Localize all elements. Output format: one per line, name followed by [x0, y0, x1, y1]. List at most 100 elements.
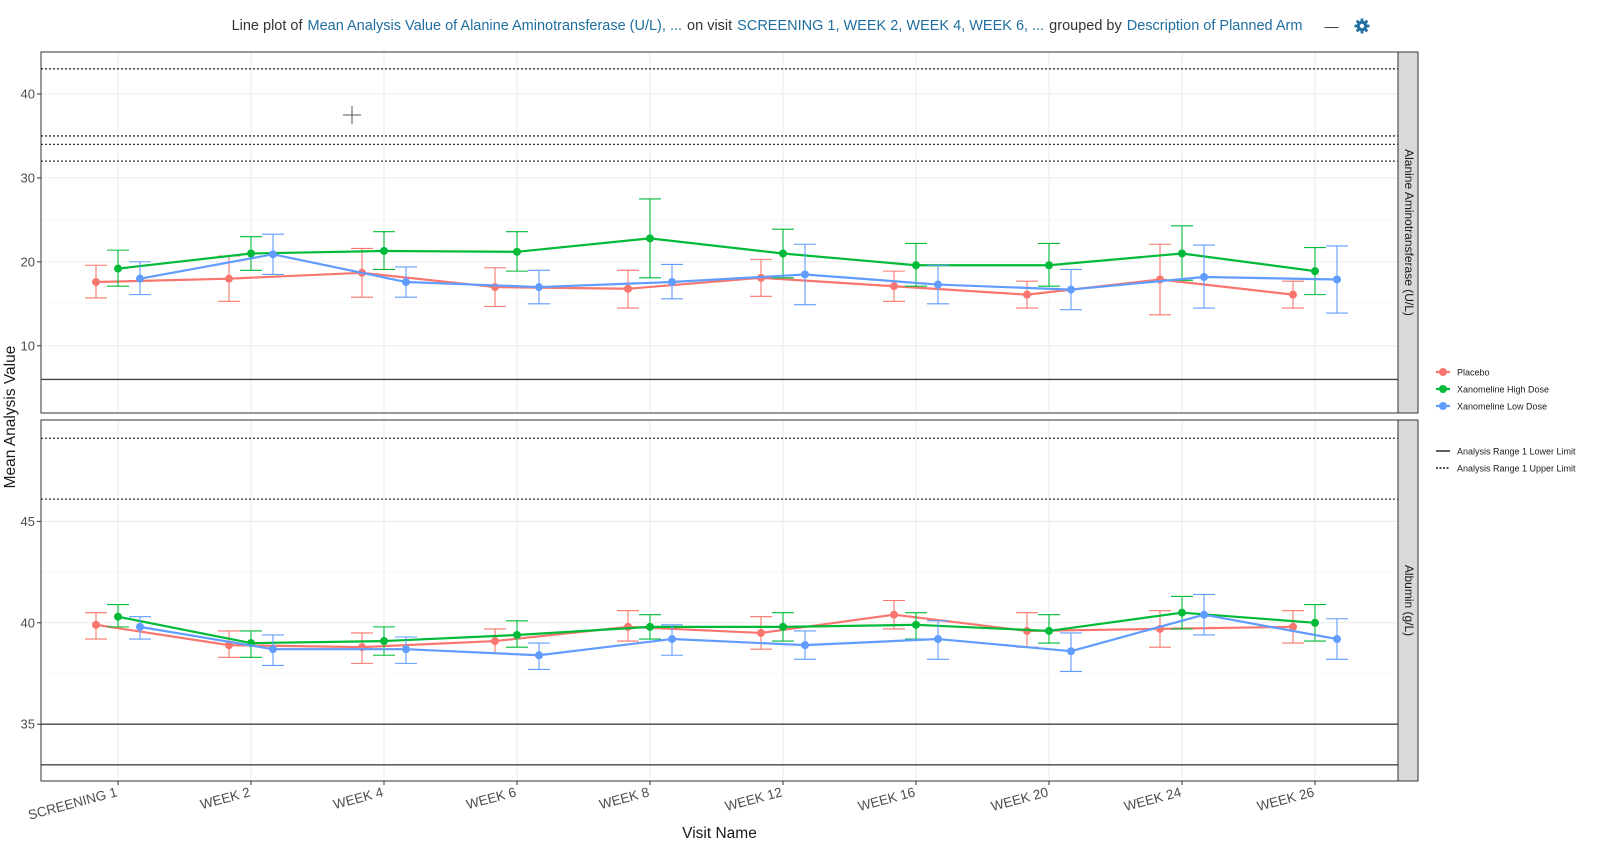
title-grouped-by: grouped by — [1049, 18, 1122, 34]
plot-title-bar: Line plot of Mean Analysis Value of Alan… — [0, 15, 1597, 37]
legend-label: Analysis Range 1 Lower Limit — [1457, 447, 1576, 457]
data-point — [92, 620, 100, 629]
gear-icon[interactable] — [1354, 18, 1370, 34]
data-point — [1178, 608, 1186, 617]
data-point — [1333, 635, 1341, 644]
crosshair-cursor-icon — [343, 106, 361, 124]
series-xanomeline-low-dose — [129, 593, 1348, 673]
data-point — [269, 645, 277, 654]
data-point — [269, 250, 277, 259]
facet-strip-label: Albumin (g/L) — [1402, 565, 1416, 636]
y-tick-label: 20 — [21, 254, 35, 269]
data-point — [668, 635, 676, 644]
data-point — [1289, 622, 1297, 631]
data-point — [535, 283, 543, 292]
facet-strip — [1397, 51, 1419, 414]
legend: Placebo Xanomeline High Dose Xanomeline Lo… — [1436, 368, 1576, 474]
data-point — [535, 651, 543, 660]
data-point — [1067, 285, 1075, 294]
x-axis-title: Visit Name — [682, 825, 757, 842]
data-point — [92, 278, 100, 287]
data-point — [934, 280, 942, 289]
legend-label: Placebo — [1457, 368, 1490, 378]
series-line — [117, 237, 1316, 273]
y-tick-label: 40 — [21, 86, 35, 101]
data-point — [801, 270, 809, 279]
data-point — [1023, 290, 1031, 299]
data-point — [225, 274, 233, 283]
data-point — [1045, 261, 1053, 270]
legend-label: Xanomeline Low Dose — [1457, 402, 1547, 412]
data-point — [624, 622, 632, 631]
data-point — [247, 249, 255, 258]
data-point — [380, 246, 388, 255]
legend-key-point — [1439, 368, 1447, 376]
x-tick-label: WEEK 26 — [1255, 784, 1315, 814]
data-point — [1067, 647, 1075, 656]
data-point — [1178, 249, 1186, 258]
y-tick-label: 45 — [21, 514, 35, 529]
data-point — [136, 274, 144, 283]
data-point — [1333, 275, 1341, 284]
data-point — [1200, 272, 1208, 281]
title-prefix: Line plot of — [231, 18, 303, 34]
legend-label: Analysis Range 1 Upper Limit — [1457, 464, 1576, 474]
data-point — [624, 284, 632, 293]
data-point — [934, 635, 942, 644]
data-point — [801, 641, 809, 650]
data-point — [402, 278, 410, 287]
data-point — [779, 249, 787, 258]
series-xanomeline-high-dose — [107, 595, 1326, 658]
data-point — [402, 645, 410, 654]
data-point — [513, 630, 521, 639]
legend-key-point — [1439, 385, 1447, 393]
data-point — [1045, 626, 1053, 635]
facet-strip-label: Alanine Aminotransferase (U/L) — [1402, 149, 1416, 316]
series-line — [117, 611, 1316, 645]
data-point — [114, 612, 122, 621]
title-on-visit: on visit — [687, 18, 733, 34]
y-axis-title: Mean Analysis Value — [2, 346, 19, 489]
data-point — [1311, 267, 1319, 276]
panel-background — [41, 420, 1398, 781]
parameter-selector-link[interactable]: Mean Analysis Value of Alanine Aminotran… — [307, 18, 683, 34]
data-point — [1200, 610, 1208, 619]
data-point — [1289, 290, 1297, 299]
facet-strip — [1397, 419, 1419, 782]
group-selector-link[interactable]: Description of Planned Arm — [1126, 18, 1303, 34]
data-point — [513, 247, 521, 256]
y-tick-label: 35 — [21, 717, 35, 732]
data-point — [1311, 618, 1319, 627]
data-point — [646, 622, 654, 631]
data-point — [668, 278, 676, 287]
collapse-button[interactable]: — — [1324, 18, 1339, 34]
data-point — [491, 637, 499, 646]
x-tick-label: WEEK 4 — [332, 784, 386, 812]
x-tick-label: WEEK 24 — [1122, 784, 1183, 814]
facet-panel-2: 35 40 45 Albumin (g/L) — [21, 419, 1419, 782]
facet-panel-1: 10 20 30 40 Alanine Aminotransferase (U/L) — [21, 51, 1419, 414]
x-tick-label: WEEK 8 — [598, 784, 651, 812]
series-xanomeline-low-dose — [129, 233, 1348, 314]
data-point — [779, 622, 787, 631]
data-point — [890, 282, 898, 291]
x-tick-label: WEEK 6 — [465, 784, 518, 812]
series-line — [139, 253, 1338, 291]
data-point — [114, 264, 122, 273]
x-tick-label: WEEK 2 — [199, 784, 252, 812]
x-tick-label: WEEK 16 — [856, 784, 916, 814]
data-point — [646, 234, 654, 243]
series-line — [139, 613, 1338, 657]
x-tick-label: WEEK 20 — [989, 784, 1049, 814]
visit-selector-link[interactable]: SCREENING 1, WEEK 2, WEEK 4, WEEK 6, ... — [737, 18, 1045, 34]
y-tick-label: 30 — [21, 170, 35, 185]
x-tick-label: WEEK 12 — [723, 784, 783, 814]
y-tick-label: 40 — [21, 615, 35, 630]
data-point — [912, 620, 920, 629]
data-point — [890, 610, 898, 619]
data-point — [757, 628, 765, 637]
data-point — [136, 622, 144, 631]
series-line — [95, 613, 1294, 649]
x-tick-label: SCREENING 1 — [26, 784, 118, 822]
